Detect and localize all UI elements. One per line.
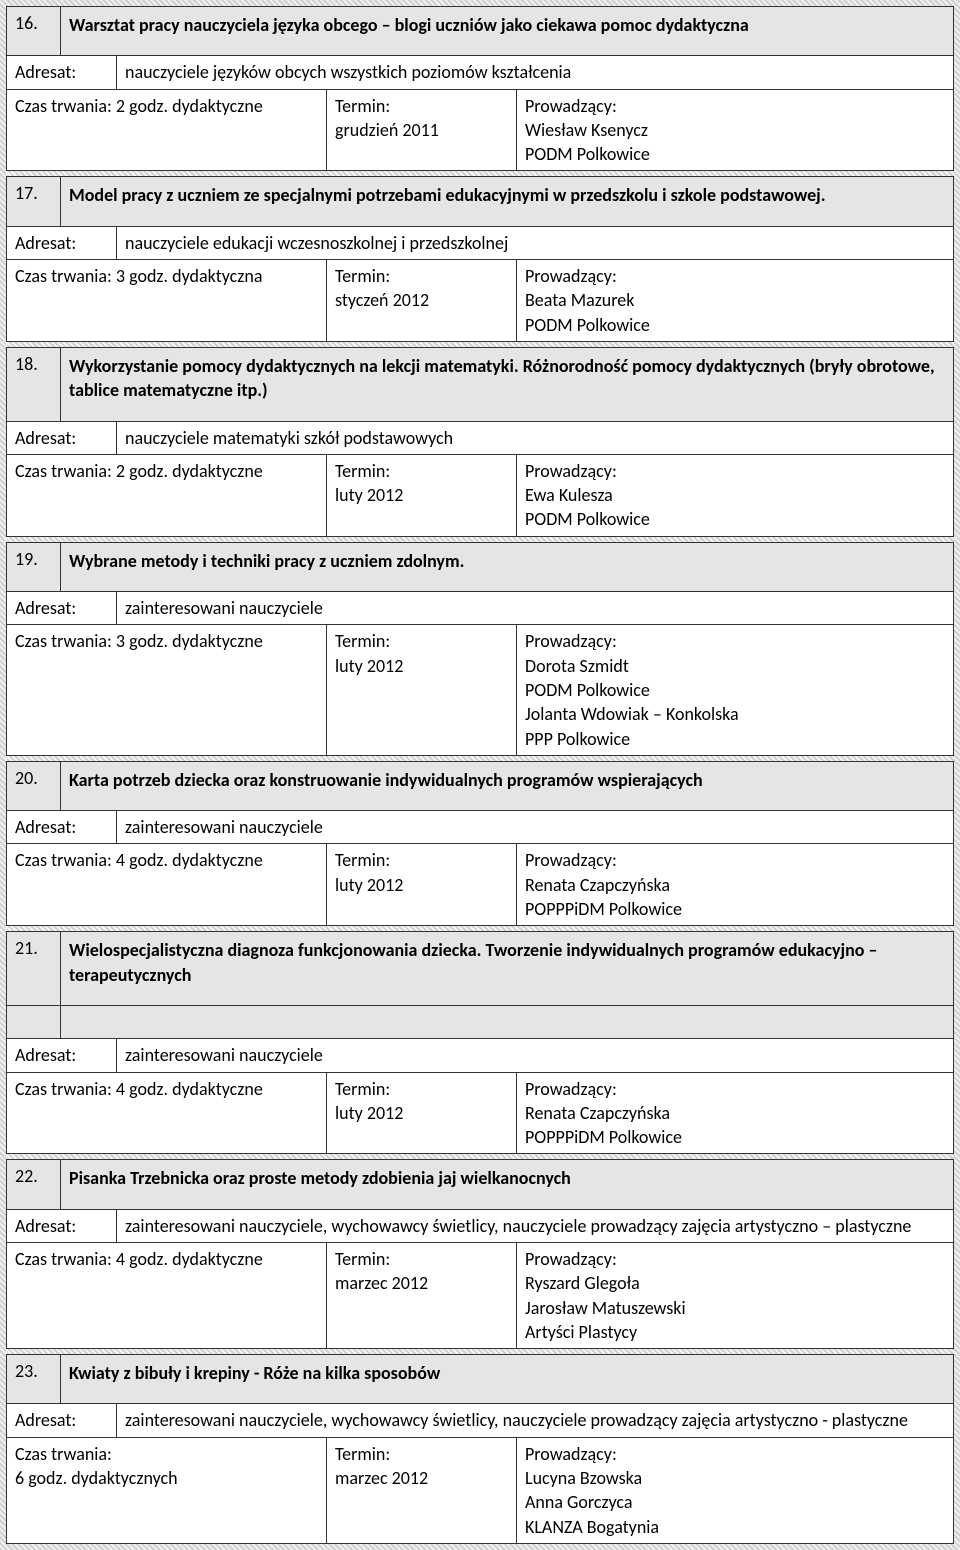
adresat-row: Adresat:zainteresowani nauczyciele, wych… bbox=[7, 1209, 954, 1242]
course-title-row: 22.Pisanka Trzebnicka oraz proste metody… bbox=[7, 1160, 954, 1209]
czas-value: Czas trwania: 2 godz. dydaktyczne bbox=[7, 89, 327, 171]
course-title-cont bbox=[61, 1005, 954, 1038]
adresat-label: Adresat: bbox=[7, 1209, 117, 1242]
course-title: Wykorzystanie pomocy dydaktycznych na le… bbox=[61, 347, 954, 421]
prowadzacy-value: Prowadzący:Renata CzapczyńskaPOPPPiDM Po… bbox=[517, 844, 954, 926]
adresat-label: Adresat: bbox=[7, 592, 117, 625]
termin-value: Termin:grudzień 2011 bbox=[327, 89, 517, 171]
adresat-value: nauczyciele matematyki szkół podstawowyc… bbox=[117, 421, 954, 454]
course-title-row: 17.Model pracy z uczniem ze specjalnymi … bbox=[7, 177, 954, 226]
details-row: Czas trwania: 4 godz. dydaktyczneTermin:… bbox=[7, 1242, 954, 1348]
course-title: Kwiaty z bibuły i krepiny - Róże na kilk… bbox=[61, 1355, 954, 1404]
course-number: 20. bbox=[7, 761, 61, 810]
details-row: Czas trwania: 3 godz. dydaktyczneTermin:… bbox=[7, 625, 954, 755]
course-title: Model pracy z uczniem ze specjalnymi pot… bbox=[61, 177, 954, 226]
czas-value: Czas trwania: 2 godz. dydaktyczne bbox=[7, 454, 327, 536]
prowadzacy-value: Prowadzący:Dorota SzmidtPODM Polkowice J… bbox=[517, 625, 954, 755]
adresat-label: Adresat: bbox=[7, 1404, 117, 1437]
adresat-row: Adresat:zainteresowani nauczyciele bbox=[7, 811, 954, 844]
course-title-row: 21.Wielospecjalistyczna diagnoza funkcjo… bbox=[7, 932, 954, 1006]
adresat-value: zainteresowani nauczyciele, wychowawcy ś… bbox=[117, 1209, 954, 1242]
prowadzacy-value: Prowadzący:Ryszard Glegoła Jarosław Matu… bbox=[517, 1242, 954, 1348]
termin-value: Termin:marzec 2012 bbox=[327, 1242, 517, 1348]
termin-value: Termin:luty 2012 bbox=[327, 625, 517, 755]
adresat-row: Adresat:nauczyciele edukacji wczesnoszko… bbox=[7, 226, 954, 259]
details-row: Czas trwania:6 godz. dydaktycznychTermin… bbox=[7, 1437, 954, 1543]
adresat-row: Adresat:zainteresowani nauczyciele bbox=[7, 592, 954, 625]
course-number: 17. bbox=[7, 177, 61, 226]
course-title-row: 23.Kwiaty z bibuły i krepiny - Róże na k… bbox=[7, 1355, 954, 1404]
adresat-label: Adresat: bbox=[7, 421, 117, 454]
adresat-value: nauczyciele języków obcych wszystkich po… bbox=[117, 56, 954, 89]
adresat-row: Adresat:nauczyciele języków obcych wszys… bbox=[7, 56, 954, 89]
czas-value: Czas trwania: 4 godz. dydaktyczne bbox=[7, 844, 327, 926]
details-row: Czas trwania: 2 godz. dydaktyczneTermin:… bbox=[7, 454, 954, 536]
course-title: Pisanka Trzebnicka oraz proste metody zd… bbox=[61, 1160, 954, 1209]
course-title: Wielospecjalistyczna diagnoza funkcjonow… bbox=[61, 932, 954, 1006]
czas-value: Czas trwania: 3 godz. dydaktyczne bbox=[7, 625, 327, 755]
termin-value: Termin:luty 2012 bbox=[327, 844, 517, 926]
course-title: Warsztat pracy nauczyciela języka obcego… bbox=[61, 7, 954, 56]
czas-value: Czas trwania: 3 godz. dydaktyczna bbox=[7, 260, 327, 342]
course-title-row: 19.Wybrane metody i techniki pracy z ucz… bbox=[7, 542, 954, 591]
adresat-value: nauczyciele edukacji wczesnoszkolnej i p… bbox=[117, 226, 954, 259]
details-row: Czas trwania: 3 godz. dydaktycznaTermin:… bbox=[7, 260, 954, 342]
details-row: Czas trwania: 2 godz. dydaktyczneTermin:… bbox=[7, 89, 954, 171]
prowadzacy-value: Prowadzący:Beata MazurekPODM Polkowice bbox=[517, 260, 954, 342]
course-title: Karta potrzeb dziecka oraz konstruowanie… bbox=[61, 761, 954, 810]
course-title: Wybrane metody i techniki pracy z ucznie… bbox=[61, 542, 954, 591]
course-number: 21. bbox=[7, 932, 61, 1006]
course-title-row: 16.Warsztat pracy nauczyciela języka obc… bbox=[7, 7, 954, 56]
adresat-value: zainteresowani nauczyciele bbox=[117, 811, 954, 844]
adresat-row: Adresat:nauczyciele matematyki szkół pod… bbox=[7, 421, 954, 454]
course-number: 19. bbox=[7, 542, 61, 591]
adresat-label: Adresat: bbox=[7, 811, 117, 844]
course-number: 18. bbox=[7, 347, 61, 421]
courses-table: 16.Warsztat pracy nauczyciela języka obc… bbox=[6, 6, 954, 1544]
course-title-row: 20.Karta potrzeb dziecka oraz konstruowa… bbox=[7, 761, 954, 810]
adresat-row: Adresat:zainteresowani nauczyciele, wych… bbox=[7, 1404, 954, 1437]
course-number: 22. bbox=[7, 1160, 61, 1209]
prowadzacy-value: Prowadzący:Renata CzapczyńskaPOPPPiDM Po… bbox=[517, 1072, 954, 1154]
details-row: Czas trwania: 4 godz. dydaktyczneTermin:… bbox=[7, 1072, 954, 1154]
prowadzacy-value: Prowadzący:Ewa KuleszaPODM Polkowice bbox=[517, 454, 954, 536]
termin-value: Termin:luty 2012 bbox=[327, 1072, 517, 1154]
prowadzacy-value: Prowadzący:Lucyna Bzowska Anna GorczycaK… bbox=[517, 1437, 954, 1543]
adresat-value: zainteresowani nauczyciele bbox=[117, 592, 954, 625]
adresat-label: Adresat: bbox=[7, 56, 117, 89]
course-number: 23. bbox=[7, 1355, 61, 1404]
czas-value: Czas trwania: 4 godz. dydaktyczne bbox=[7, 1072, 327, 1154]
termin-value: Termin:marzec 2012 bbox=[327, 1437, 517, 1543]
course-number-cont bbox=[7, 1005, 61, 1038]
adresat-row: Adresat:zainteresowani nauczyciele bbox=[7, 1039, 954, 1072]
course-title-row: 18.Wykorzystanie pomocy dydaktycznych na… bbox=[7, 347, 954, 421]
adresat-label: Adresat: bbox=[7, 1039, 117, 1072]
czas-value: Czas trwania: 4 godz. dydaktyczne bbox=[7, 1242, 327, 1348]
termin-value: Termin:styczeń 2012 bbox=[327, 260, 517, 342]
adresat-label: Adresat: bbox=[7, 226, 117, 259]
prowadzacy-value: Prowadzący:Wiesław KsenyczPODM Polkowice bbox=[517, 89, 954, 171]
adresat-value: zainteresowani nauczyciele, wychowawcy ś… bbox=[117, 1404, 954, 1437]
czas-value: Czas trwania:6 godz. dydaktycznych bbox=[7, 1437, 327, 1543]
termin-value: Termin:luty 2012 bbox=[327, 454, 517, 536]
adresat-value: zainteresowani nauczyciele bbox=[117, 1039, 954, 1072]
details-row: Czas trwania: 4 godz. dydaktyczneTermin:… bbox=[7, 844, 954, 926]
course-number: 16. bbox=[7, 7, 61, 56]
